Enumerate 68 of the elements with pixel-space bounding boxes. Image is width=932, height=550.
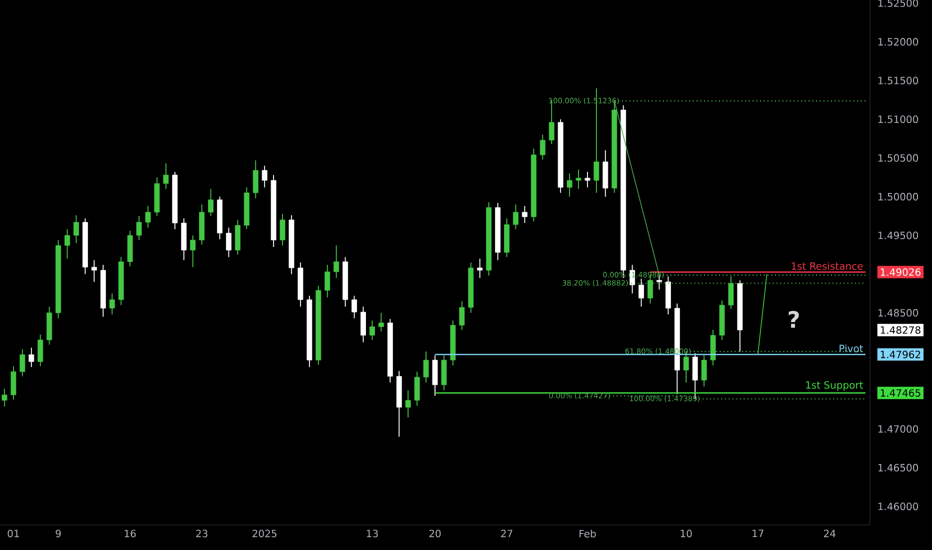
candlestick [522,206,528,224]
candlestick [262,165,268,188]
candlestick [513,204,518,230]
candlestick [459,300,465,330]
candlestick [477,258,483,278]
x-tick-label: 2025 [252,530,276,538]
candlestick [540,134,546,160]
candlestick [136,216,142,241]
candlestick [352,295,357,319]
candlestick [566,172,572,198]
x-tick-label: 01 [8,530,19,538]
candlestick [28,347,34,368]
annotation: ? [788,310,799,328]
y-tick-label: 1.51000 [878,115,918,124]
candlestick [252,160,258,199]
candlestick [576,169,582,190]
candlestick [74,214,79,244]
x-tick-label: 24 [824,530,836,538]
candlestick [280,213,286,246]
y-tick-label: 1.46500 [878,464,918,472]
x-tick-label: 20 [429,530,441,538]
candlestick [378,312,384,332]
y-tick-label: 1.46000 [878,502,918,510]
candlestick [334,244,340,278]
candlestick [145,206,151,228]
candlestick [208,188,214,217]
x-tick-label: Feb [580,530,596,538]
candlestick [701,354,707,387]
candlestick [91,260,97,282]
candlestick [423,351,429,383]
candlestick [10,366,16,400]
candlestick [190,234,196,268]
candlestick [728,276,734,310]
candlestick [163,162,169,190]
y-tick-label: 1.50000 [878,192,918,200]
candlestick [638,278,644,308]
y-tick-label: 1.51500 [878,76,918,84]
candlestick [370,320,375,340]
legend-label: 1st Resistance [792,262,863,270]
candlestick [226,227,232,258]
y-tick-label: 1.50500 [878,154,918,162]
candlestick [414,371,420,406]
x-tick-label: 10 [680,530,692,538]
y-tick-label: 1.49500 [878,232,918,240]
candlestick [64,228,70,260]
candlestick [584,171,590,188]
x-tick-label: 13 [366,530,378,538]
x-tick-label: 23 [196,530,208,538]
y-tick-label: 1.47962 [880,350,920,358]
y-tick-label: 1.48278 [880,326,920,334]
candlestick [405,390,411,418]
y-tick-label: 1.48500 [878,309,918,317]
candlestick [2,388,8,407]
candlestick [38,334,44,367]
x-tick-label: 17 [752,530,764,537]
candlestick [109,293,115,315]
x-tick-label: 16 [124,530,136,538]
x-tick-label: 27 [501,530,512,538]
y-tick-label: 1.47465 [880,389,920,397]
legend-label: Pivot [840,344,864,352]
series-label: 1st Support [806,381,863,391]
y-tick-label: 1.52000 [878,38,918,46]
candlestick [360,306,366,343]
y-tick-label: 1.49026 [880,268,920,276]
candlestick [20,348,26,377]
y-tick-label: 1.47000 [878,425,918,433]
x-tick-label: 9 [56,530,61,538]
candlestick [324,264,330,298]
